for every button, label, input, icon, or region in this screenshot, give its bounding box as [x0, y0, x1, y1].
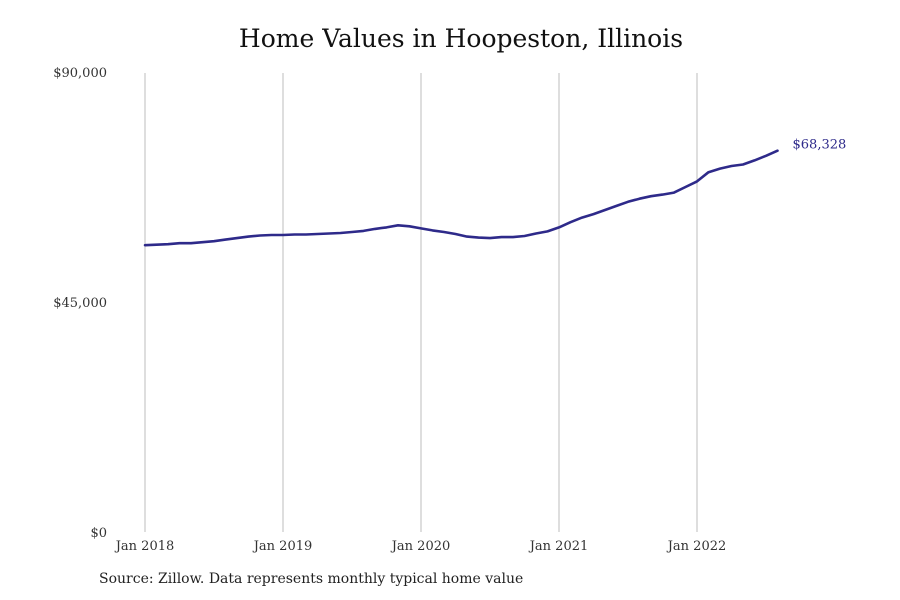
x-tick-label: Jan 2018: [114, 539, 175, 554]
data-point: [558, 226, 560, 228]
data-point: [615, 205, 617, 207]
gridlines: [144, 73, 698, 532]
x-tick-label: Jan 2019: [252, 539, 313, 554]
x-tick-label: Jan 2021: [528, 539, 589, 554]
data-point: [719, 167, 721, 169]
data-point: [592, 213, 594, 215]
y-tick-label: $0: [90, 526, 107, 541]
data-point: [489, 237, 491, 239]
chart-title: Home Values in Hoopeston, Illinois: [238, 24, 684, 53]
data-point: [328, 232, 330, 234]
x-tick-label: Jan 2020: [390, 539, 451, 554]
data-point: [707, 171, 709, 173]
data-point: [776, 150, 778, 152]
data-point: [523, 235, 525, 237]
data-point: [247, 235, 249, 237]
data-point: [569, 221, 571, 223]
data-point: [661, 193, 663, 195]
data-point: [374, 228, 376, 230]
data-point: [420, 227, 422, 229]
x-axis-ticks: Jan 2018 Jan 2019 Jan 2020 Jan 2021 Jan 2022: [114, 539, 727, 554]
data-point: [213, 240, 215, 242]
series-line: [143, 149, 779, 247]
data-point: [167, 243, 169, 245]
data-point: [385, 226, 387, 228]
data-point: [144, 244, 146, 246]
data-point: [581, 216, 583, 218]
data-point: [339, 232, 341, 234]
data-point: [259, 234, 261, 236]
data-point: [282, 234, 284, 236]
data-point: [604, 209, 606, 211]
data-point: [408, 225, 410, 227]
data-point: [454, 233, 456, 235]
data-point: [397, 224, 399, 226]
data-point: [431, 229, 433, 231]
end-value-label: $68,328: [793, 138, 847, 153]
y-tick-label: $45,000: [53, 296, 107, 311]
source-note: Source: Zillow. Data represents monthly …: [99, 571, 524, 587]
data-point: [696, 180, 698, 182]
data-point: [673, 191, 675, 193]
data-point: [293, 233, 295, 235]
data-point: [638, 198, 640, 200]
data-point: [512, 236, 514, 238]
data-point: [443, 231, 445, 233]
data-point: [178, 242, 180, 244]
data-point: [650, 195, 652, 197]
data-point: [753, 159, 755, 161]
data-point: [351, 231, 353, 233]
data-point: [627, 201, 629, 203]
x-tick-label: Jan 2022: [666, 539, 727, 554]
series-layer: $68,328: [143, 138, 847, 247]
data-point: [765, 155, 767, 157]
y-tick-label: $90,000: [53, 66, 107, 81]
data-point: [236, 237, 238, 239]
data-point: [190, 242, 192, 244]
data-point: [500, 236, 502, 238]
data-point: [305, 233, 307, 235]
data-point: [201, 241, 203, 243]
data-point: [270, 234, 272, 236]
data-point: [155, 244, 157, 246]
data-point: [684, 186, 686, 188]
line-chart: $0 $45,000 $90,000 Jan 2018 Jan 2019 Jan 202…: [53, 66, 847, 554]
data-point: [742, 163, 744, 165]
data-point: [546, 230, 548, 232]
data-point: [535, 232, 537, 234]
data-point: [466, 235, 468, 237]
data-point: [316, 233, 318, 235]
data-point: [362, 230, 364, 232]
data-point: [224, 238, 226, 240]
data-point: [477, 236, 479, 238]
y-axis-ticks: $0 $45,000 $90,000: [53, 66, 107, 541]
data-point: [730, 165, 732, 167]
